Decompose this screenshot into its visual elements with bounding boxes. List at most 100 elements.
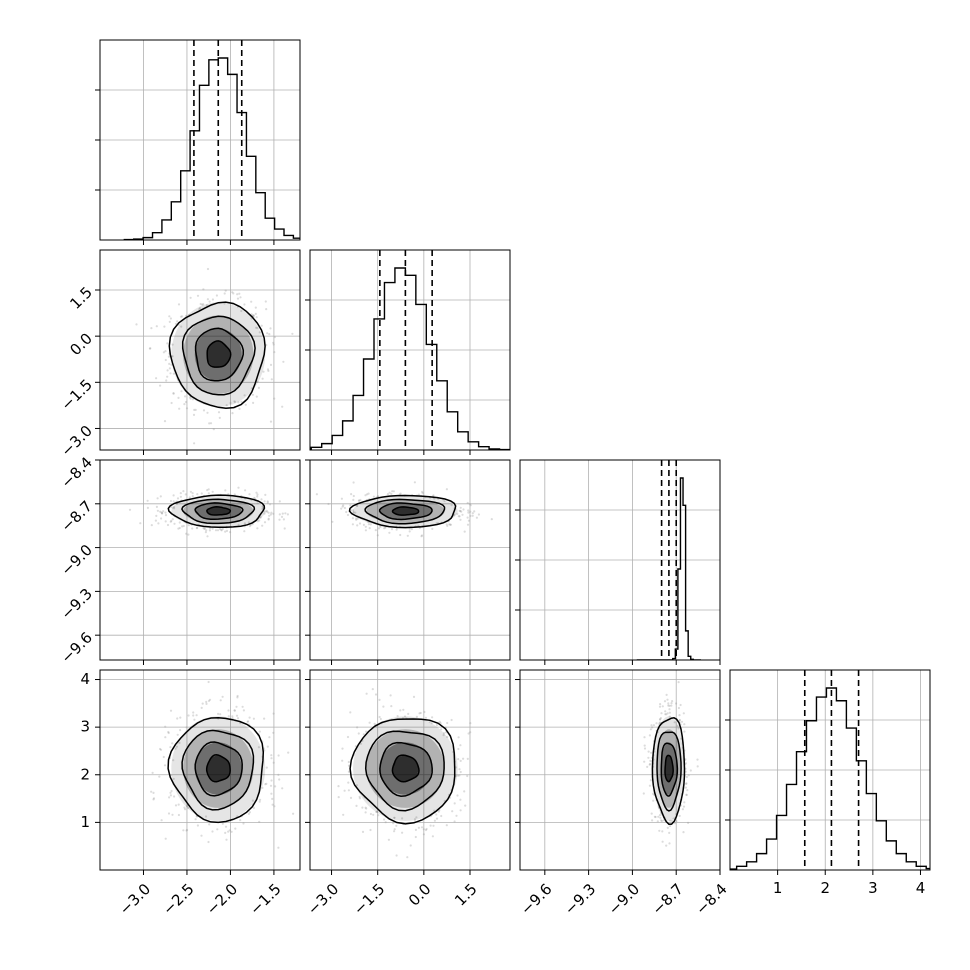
sample-point	[225, 404, 228, 407]
sample-point	[268, 333, 271, 336]
hist-panel-1	[305, 249, 511, 455]
sample-point	[415, 816, 418, 819]
sample-point	[193, 718, 196, 721]
sample-point	[415, 715, 418, 718]
sample-point	[173, 522, 176, 525]
sample-point	[169, 791, 172, 794]
sample-point	[243, 522, 246, 525]
sample-point	[238, 407, 241, 410]
sample-point	[255, 316, 258, 319]
contour-line	[206, 340, 232, 368]
sample-point	[358, 797, 361, 800]
sample-point	[667, 704, 670, 707]
sample-point	[171, 813, 174, 816]
sample-point	[261, 507, 264, 510]
sample-point	[696, 758, 699, 761]
sample-point	[191, 398, 194, 401]
sample-point	[200, 492, 203, 495]
contour-line	[364, 730, 445, 812]
sample-point	[168, 362, 171, 365]
sample-point	[207, 488, 210, 491]
contour-line	[205, 754, 231, 783]
sample-point	[469, 514, 472, 518]
sample-point	[668, 711, 671, 714]
contour-line	[194, 502, 244, 521]
sample-point	[469, 722, 472, 725]
sample-point	[445, 824, 448, 827]
sample-point	[429, 824, 432, 827]
sample-point	[665, 693, 668, 697]
sample-point	[431, 716, 434, 719]
sample-point	[402, 708, 405, 711]
sample-point	[175, 745, 178, 748]
sample-point	[269, 420, 273, 423]
sample-point	[146, 506, 149, 509]
sample-point	[440, 814, 443, 818]
sample-point	[198, 307, 201, 311]
sample-point	[678, 719, 681, 722]
sample-point	[167, 730, 170, 734]
sample-point	[271, 797, 274, 801]
sample-point	[417, 826, 420, 829]
sample-point	[235, 714, 239, 717]
sample-point	[432, 494, 435, 497]
sample-point	[350, 493, 353, 496]
sample-point	[157, 522, 160, 525]
sample-point	[167, 812, 171, 815]
hist-bars-3	[730, 670, 930, 870]
sample-point	[244, 489, 247, 492]
sample-point	[218, 527, 222, 531]
sample-point	[445, 488, 448, 491]
sample-point	[649, 762, 652, 766]
sample-point	[159, 384, 162, 387]
sample-point	[187, 806, 190, 810]
sample-point	[346, 513, 350, 517]
sample-point	[247, 521, 250, 524]
sample-point	[156, 497, 159, 500]
sample-point	[395, 824, 398, 827]
sample-point	[256, 326, 259, 330]
sample-point	[287, 751, 290, 754]
x-tick-label: −3.0	[116, 880, 154, 918]
sample-point	[413, 481, 416, 484]
sample-point	[152, 798, 155, 801]
sample-point	[458, 768, 461, 771]
sample-point	[685, 793, 688, 797]
sample-point	[162, 755, 165, 759]
sample-point	[203, 527, 206, 530]
sample-point	[192, 714, 195, 717]
panel-content	[642, 681, 699, 847]
sample-point	[451, 810, 454, 813]
sample-point	[202, 526, 205, 530]
panel-frame	[99, 669, 301, 871]
sample-point	[211, 490, 214, 493]
sample-point	[211, 298, 214, 301]
sample-point	[468, 503, 471, 506]
sample-point	[374, 529, 377, 532]
sample-point	[685, 782, 688, 786]
sample-point	[379, 717, 382, 721]
sample-point	[375, 810, 378, 813]
x-tick-label: −9.0	[605, 880, 643, 918]
sample-point	[229, 531, 232, 534]
sample-point	[459, 506, 462, 509]
sample-point	[337, 785, 340, 788]
sample-point	[668, 831, 671, 835]
sample-point	[352, 481, 355, 484]
sample-point	[399, 533, 402, 537]
sample-point	[135, 323, 138, 326]
sample-point	[255, 326, 258, 329]
sample-point	[457, 747, 460, 751]
contour-line	[660, 742, 679, 797]
x-tick-label: 3	[868, 879, 878, 897]
sample-point	[340, 497, 343, 500]
sample-point	[457, 736, 460, 739]
sample-point	[205, 700, 208, 704]
sample-point	[179, 716, 182, 719]
sample-point	[660, 712, 663, 715]
sample-point	[417, 493, 420, 496]
sample-point	[196, 294, 200, 297]
hist-bars-2	[636, 460, 702, 660]
sample-point	[172, 392, 175, 395]
sample-point	[225, 838, 228, 841]
